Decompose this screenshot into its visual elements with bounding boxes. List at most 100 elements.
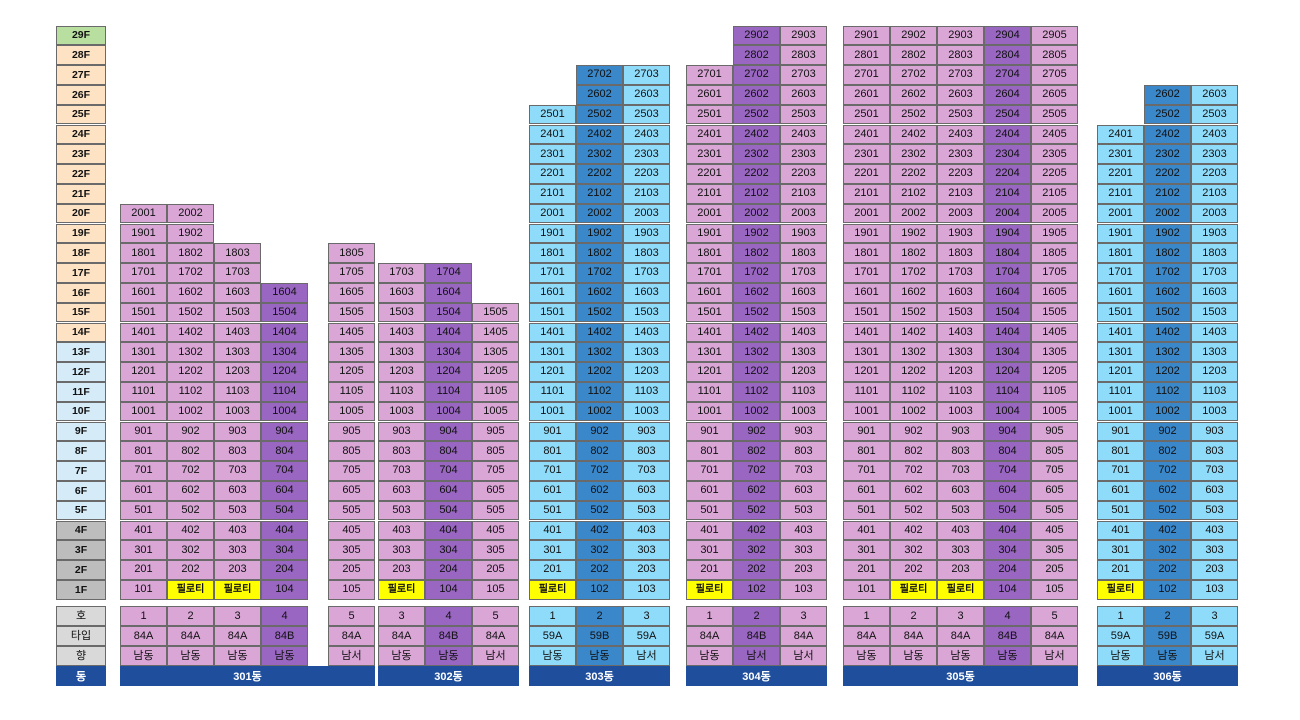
unit-ho: 3 xyxy=(780,606,827,626)
unit-cell: 1702 xyxy=(167,263,214,283)
unit-direction: 남서 xyxy=(780,646,827,666)
unit-cell: 2605 xyxy=(1031,84,1078,105)
unit-ho: 2 xyxy=(576,606,623,626)
unit-cell: 2401 xyxy=(843,124,890,145)
unit-cell: 2805 xyxy=(1031,45,1078,66)
unit-cell: 1201 xyxy=(686,362,733,382)
unit-cell: 902 xyxy=(1144,421,1191,442)
unit-cell: 1201 xyxy=(529,362,576,382)
unit-cell: 2704 xyxy=(984,65,1031,85)
unit-cell: 904 xyxy=(984,421,1031,442)
unit-cell: 2303 xyxy=(937,144,984,165)
floor-label: 17F xyxy=(56,263,106,283)
unit-cell: 501 xyxy=(529,500,576,521)
unit-cell: 2601 xyxy=(686,84,733,105)
unit-cell: 2403 xyxy=(780,124,827,145)
unit-cell: 703 xyxy=(780,461,827,481)
unit-cell: 1403 xyxy=(378,322,425,343)
unit-cell: 2301 xyxy=(529,144,576,165)
unit-cell: 2203 xyxy=(937,164,984,184)
unit-cell: 905 xyxy=(328,421,375,442)
unit-cell: 802 xyxy=(890,441,937,462)
unit-cell: 1602 xyxy=(167,282,214,303)
unit-cell: 502 xyxy=(167,500,214,521)
unit-cell: 1703 xyxy=(780,263,827,283)
unit-cell: 203 xyxy=(780,560,827,580)
unit-cell: 1702 xyxy=(1144,263,1191,283)
unit-cell: 1902 xyxy=(1144,223,1191,244)
unit-cell: 2501 xyxy=(843,104,890,125)
unit-cell: 1503 xyxy=(1191,302,1238,323)
unit-cell: 302 xyxy=(890,540,937,561)
unit-cell: 1205 xyxy=(328,362,375,382)
unit-type: 84A xyxy=(890,626,937,646)
unit-cell: 2301 xyxy=(1097,144,1144,165)
unit-cell: 501 xyxy=(843,500,890,521)
unit-cell: 1902 xyxy=(167,223,214,244)
unit-cell: 2103 xyxy=(623,183,670,204)
unit-cell: 2902 xyxy=(890,25,937,46)
unit-cell: 701 xyxy=(529,461,576,481)
unit-cell: 605 xyxy=(328,480,375,501)
unit-cell: 1702 xyxy=(576,263,623,283)
unit-cell: 1103 xyxy=(780,381,827,402)
unit-cell: 2203 xyxy=(780,164,827,184)
unit-cell: 2904 xyxy=(984,25,1031,46)
unit-cell: 2301 xyxy=(843,144,890,165)
unit-cell: 2302 xyxy=(1144,144,1191,165)
unit-cell: 103 xyxy=(1191,579,1238,600)
unit-cell: 702 xyxy=(167,461,214,481)
unit-cell: 202 xyxy=(167,560,214,580)
unit-cell: 1703 xyxy=(378,263,425,283)
unit-cell: 202 xyxy=(576,560,623,580)
unit-cell: 403 xyxy=(937,520,984,541)
unit-cell: 1102 xyxy=(733,381,780,402)
unit-cell: 2604 xyxy=(984,84,1031,105)
unit-cell: 203 xyxy=(623,560,670,580)
unit-cell: 1703 xyxy=(937,263,984,283)
unit-cell: 701 xyxy=(843,461,890,481)
unit-cell: 1901 xyxy=(529,223,576,244)
unit-cell: 1301 xyxy=(120,342,167,363)
unit-cell: 1105 xyxy=(1031,381,1078,402)
unit-cell: 801 xyxy=(686,441,733,462)
unit-cell: 1005 xyxy=(328,401,375,422)
unit-cell: 2201 xyxy=(843,164,890,184)
unit-cell: 602 xyxy=(890,480,937,501)
unit-cell: 1101 xyxy=(686,381,733,402)
unit-cell: 304 xyxy=(425,540,472,561)
floor-label: 1F xyxy=(56,579,106,600)
unit-cell: 702 xyxy=(733,461,780,481)
unit-cell: 802 xyxy=(733,441,780,462)
unit-cell: 201 xyxy=(120,560,167,580)
unit-cell: 2004 xyxy=(984,203,1031,224)
unit-cell: 1501 xyxy=(529,302,576,323)
unit-type: 84A xyxy=(686,626,733,646)
unit-cell: 405 xyxy=(472,520,519,541)
unit-cell: 1504 xyxy=(984,302,1031,323)
unit-type: 84A xyxy=(1031,626,1078,646)
unit-cell: 2801 xyxy=(843,45,890,66)
unit-cell: 1402 xyxy=(576,322,623,343)
unit-cell: 2401 xyxy=(529,124,576,145)
unit-cell: 903 xyxy=(780,421,827,442)
unit-cell: 2401 xyxy=(686,124,733,145)
unit-ho: 5 xyxy=(472,606,519,626)
floor-label: 4F xyxy=(56,520,106,541)
unit-cell: 803 xyxy=(780,441,827,462)
unit-cell: 902 xyxy=(733,421,780,442)
unit-cell: 1803 xyxy=(214,243,261,264)
unit-cell: 603 xyxy=(378,480,425,501)
unit-cell: 602 xyxy=(167,480,214,501)
floor-label: 13F xyxy=(56,342,106,363)
unit-ho: 3 xyxy=(214,606,261,626)
unit-cell: 1003 xyxy=(780,401,827,422)
unit-cell: 105 xyxy=(472,579,519,600)
unit-cell: 1701 xyxy=(686,263,733,283)
unit-cell: 1202 xyxy=(1144,362,1191,382)
unit-cell: 605 xyxy=(472,480,519,501)
unit-cell: 902 xyxy=(167,421,214,442)
building-label: 303동 xyxy=(529,666,670,686)
unit-type: 84A xyxy=(937,626,984,646)
unit-cell: 1502 xyxy=(1144,302,1191,323)
